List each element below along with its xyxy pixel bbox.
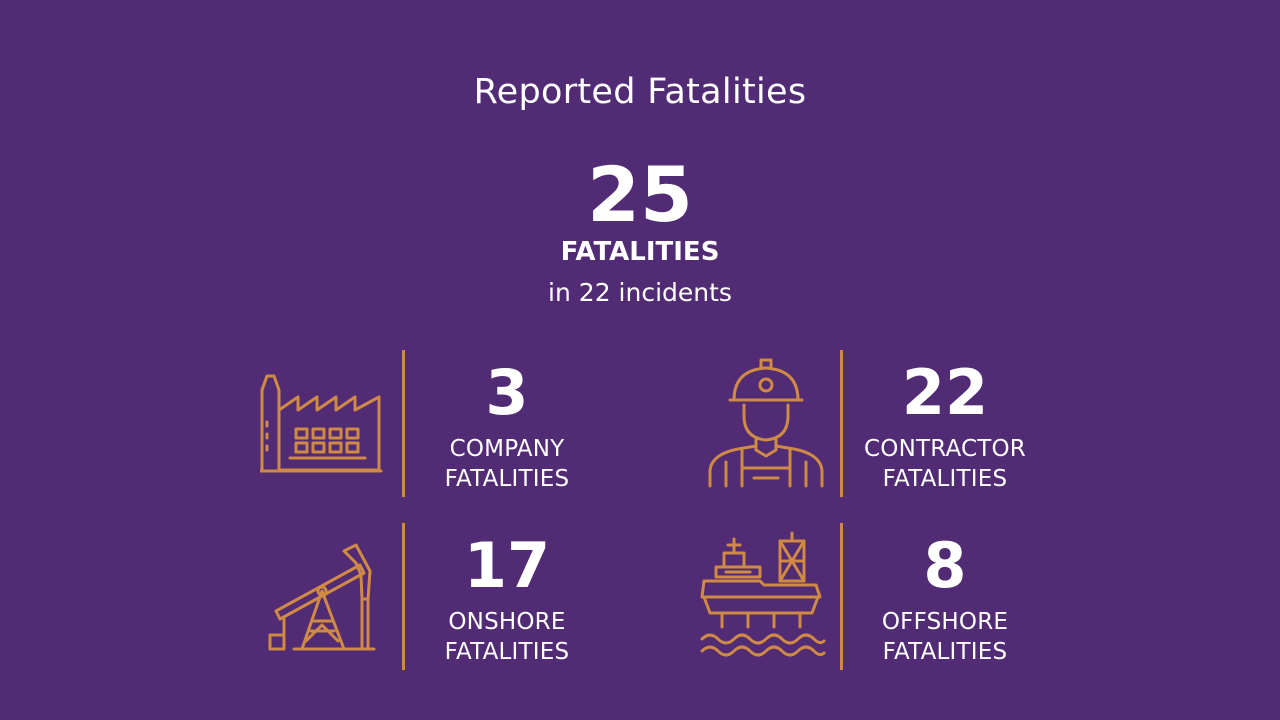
stat-contractor-fatalities: 22 CONTRACTOR FATALITIES bbox=[698, 350, 1138, 500]
pumpjack-icon bbox=[260, 523, 390, 673]
stat-number: 8 bbox=[923, 529, 967, 602]
stat-label-line2: FATALITIES bbox=[882, 466, 1008, 492]
stat-label-line1: ONSHORE bbox=[448, 609, 566, 635]
stat-number: 17 bbox=[463, 529, 551, 602]
offshore-platform-icon bbox=[698, 523, 828, 673]
divider bbox=[402, 523, 405, 670]
stat-offshore-fatalities: 8 OFFSHORE FATALITIES bbox=[698, 523, 1138, 673]
stat-label-line2: FATALITIES bbox=[444, 466, 570, 492]
divider bbox=[840, 350, 843, 497]
stat-label-line1: COMPANY bbox=[449, 436, 565, 462]
factory-icon bbox=[260, 350, 390, 500]
stat-company-fatalities: 3 COMPANY FATALITIES bbox=[260, 350, 700, 500]
divider bbox=[840, 523, 843, 670]
stat-label-line2: FATALITIES bbox=[882, 639, 1008, 665]
stat-number: 3 bbox=[485, 356, 529, 429]
page-title: Reported Fatalities bbox=[473, 72, 807, 112]
stat-number: 22 bbox=[901, 356, 989, 429]
total-fatalities-number: 25 bbox=[587, 150, 693, 239]
total-incidents-text: in 22 incidents bbox=[548, 278, 732, 307]
worker-icon bbox=[698, 350, 828, 500]
total-fatalities-label: FATALITIES bbox=[560, 237, 720, 267]
stat-label-line1: OFFSHORE bbox=[881, 609, 1009, 635]
stat-label-line1: CONTRACTOR bbox=[864, 436, 1026, 462]
divider bbox=[402, 350, 405, 497]
stat-onshore-fatalities: 17 ONSHORE FATALITIES bbox=[260, 523, 700, 673]
stat-label-line2: FATALITIES bbox=[444, 639, 570, 665]
